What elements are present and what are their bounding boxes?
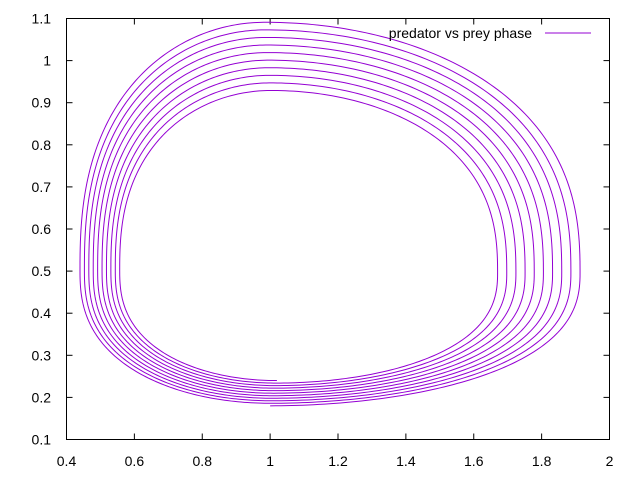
y-tick-label: 0.8 [32, 137, 52, 153]
y-axis-ticks: 0.1 0.2 0.3 0.4 0.5 0.6 0.7 0.8 0.9 1 1.1 [32, 11, 610, 448]
y-tick-label: 0.1 [32, 432, 52, 448]
y-tick-label: 0.2 [32, 389, 52, 405]
y-tick-label: 0.7 [32, 179, 52, 195]
x-tick-label: 1.2 [328, 453, 348, 469]
y-tick-label: 1.1 [32, 11, 52, 27]
y-tick-label: 0.4 [32, 305, 52, 321]
y-tick-label: 1 [43, 53, 51, 69]
legend: predator vs prey phase [389, 25, 591, 41]
y-tick-label: 0.6 [32, 221, 52, 237]
x-tick-label: 1 [266, 453, 274, 469]
x-tick-label: 0.4 [57, 453, 77, 469]
legend-label: predator vs prey phase [389, 25, 532, 41]
x-tick-label: 1.8 [532, 453, 552, 469]
x-tick-label: 0.8 [193, 453, 213, 469]
x-tick-label: 1.4 [396, 453, 416, 469]
x-tick-label: 1.6 [464, 453, 484, 469]
x-tick-label: 2 [606, 453, 614, 469]
y-tick-label: 0.5 [32, 263, 52, 279]
x-axis-ticks: 0.4 0.6 0.8 1 1.2 1.4 1.6 1.8 2 [57, 18, 614, 469]
series-line-predator-vs-prey [79, 21, 581, 407]
x-tick-label: 0.6 [125, 453, 145, 469]
y-tick-label: 0.3 [32, 347, 52, 363]
y-tick-label: 0.9 [32, 95, 52, 111]
